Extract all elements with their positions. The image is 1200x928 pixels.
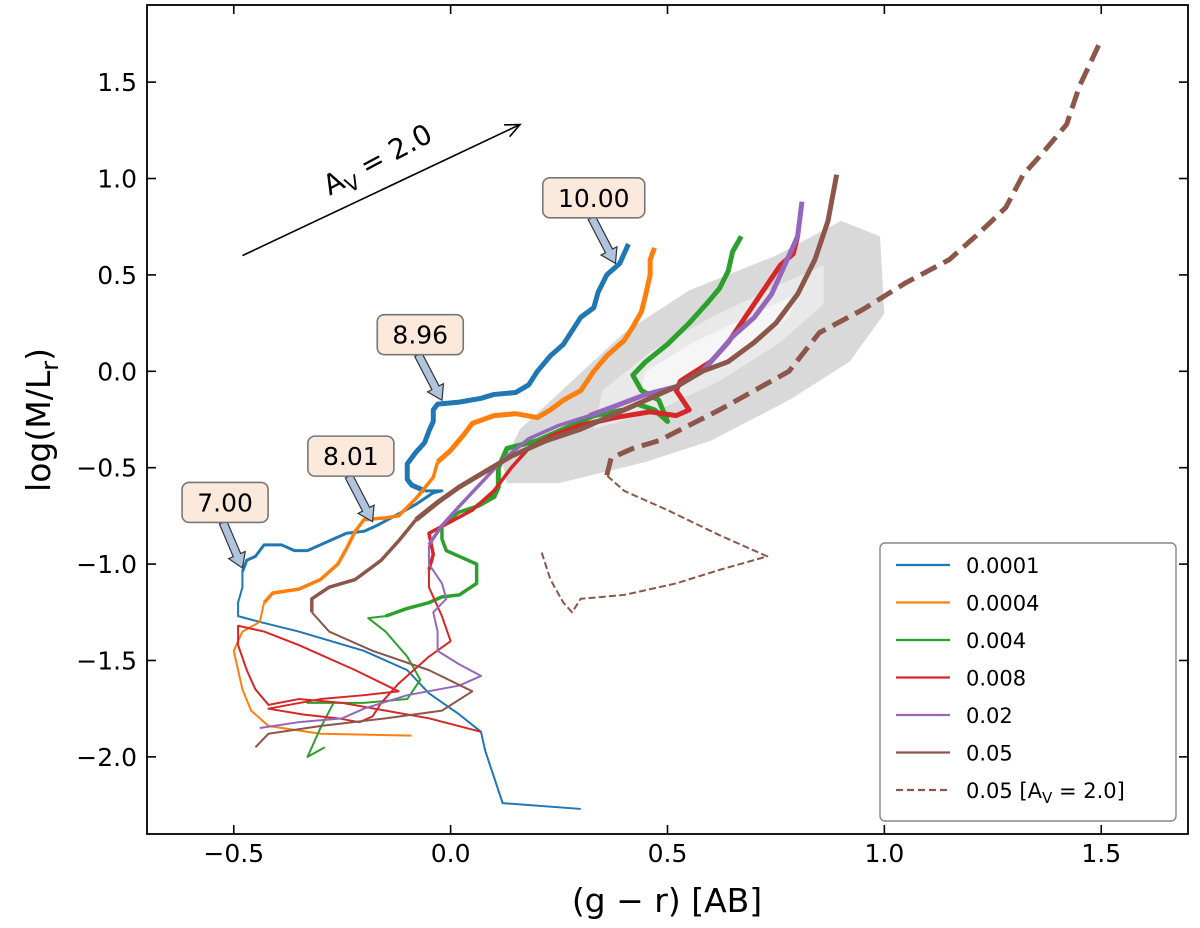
series-5-segment-3 — [588, 201, 805, 418]
y-tick-label: 0.5 — [97, 261, 137, 290]
y-tick-label: 0.0 — [97, 357, 137, 386]
y-axis-title: log(M/Lr) — [19, 348, 64, 492]
age-callout-label: 8.96 — [392, 321, 448, 350]
y-ticks: 1.5 1.0 0.5 0.0 −0.5 −1.0 −1.5 −2.0 — [76, 68, 1188, 772]
y-tick-label: 1.0 — [97, 165, 137, 194]
series-1-segment-3 — [404, 243, 631, 494]
y-tick-label: −1.0 — [76, 550, 137, 579]
age-callout-2: 8.01 — [307, 435, 395, 523]
legend-label: 0.05 — [966, 742, 1013, 766]
age-callout-box — [181, 481, 269, 524]
legend-label: 0.05 [AV = 2.0] — [966, 779, 1125, 807]
series-1-segment-1 — [237, 571, 581, 810]
series-6-segment-2 — [310, 518, 418, 613]
age-callout-label: 7.00 — [197, 488, 253, 517]
legend-label: 0.02 — [966, 704, 1013, 728]
density-contours — [502, 220, 885, 484]
legend-frame — [879, 542, 1177, 822]
legend-label: 0.0001 — [966, 554, 1039, 578]
series-5 — [259, 201, 805, 729]
extinction-arrow: AV = 2.0 — [242, 117, 522, 257]
age-callout-label: 8.01 — [323, 442, 379, 471]
y-tick-label: 1.5 — [97, 68, 137, 97]
age-callout-1: 7.00 — [181, 481, 269, 569]
annotations: 7.00 8.01 8.96 10.00 — [181, 176, 646, 569]
extinction-arrow-line — [242, 123, 521, 257]
legend-label: 0.008 — [966, 667, 1026, 691]
age-callout-arrow — [587, 215, 618, 265]
series-2-segment-2 — [262, 461, 440, 604]
legend: 0.0001 0.0004 0.004 0.008 0.02 0.05 0.05 [AV =… — [879, 542, 1177, 822]
series-7-segment-1 — [540, 474, 769, 614]
series-7 — [540, 38, 1104, 614]
series-6-segment-3 — [414, 174, 840, 522]
series-2-segment-3 — [435, 247, 657, 464]
series-1 — [237, 243, 631, 810]
x-ticks: −0.5 0.0 0.5 1.0 1.5 — [203, 5, 1121, 868]
extinction-arrow-label: AV = 2.0 — [317, 117, 440, 206]
age-callout-box — [307, 435, 395, 477]
legend-label: 0.004 — [966, 629, 1026, 653]
x-tick-label: 1.5 — [1081, 839, 1121, 868]
y-tick-label: −0.5 — [76, 454, 137, 483]
series-1-segment-2 — [241, 489, 444, 573]
extinction-arrow-head — [504, 123, 522, 138]
series-4-segment-2 — [427, 447, 531, 571]
series-5-segment-1 — [259, 544, 482, 729]
series-lines — [232, 38, 1104, 810]
series-4-segment-1 — [237, 569, 482, 733]
age-callout-label: 10.00 — [558, 184, 630, 213]
x-axis-title: (g − r) [AB] — [572, 881, 762, 920]
legend-label: 0.0004 — [966, 592, 1039, 616]
series-7-segment-2 — [604, 38, 1104, 477]
series-6-segment-1 — [254, 611, 474, 748]
age-callout-box — [376, 313, 465, 356]
series-5-segment-2 — [427, 413, 590, 546]
x-tick-label: 1.0 — [864, 839, 904, 868]
y-tick-label: −1.5 — [76, 646, 137, 675]
age-callout-arrow — [218, 520, 247, 569]
series-3-segment-3 — [475, 235, 744, 509]
age-callout-3: 8.96 — [376, 313, 465, 402]
x-tick-label: 0.0 — [431, 839, 471, 868]
age-callout-arrow — [413, 352, 445, 402]
density-contour-3 — [637, 294, 798, 401]
x-tick-label: 0.5 — [648, 839, 688, 868]
age-callout-4: 10.00 — [541, 176, 646, 265]
age-callout-box — [541, 176, 646, 219]
x-tick-label: −0.5 — [203, 839, 264, 868]
age-callout-arrow — [344, 473, 375, 523]
y-tick-label: −2.0 — [76, 743, 137, 772]
series-6 — [254, 174, 840, 748]
